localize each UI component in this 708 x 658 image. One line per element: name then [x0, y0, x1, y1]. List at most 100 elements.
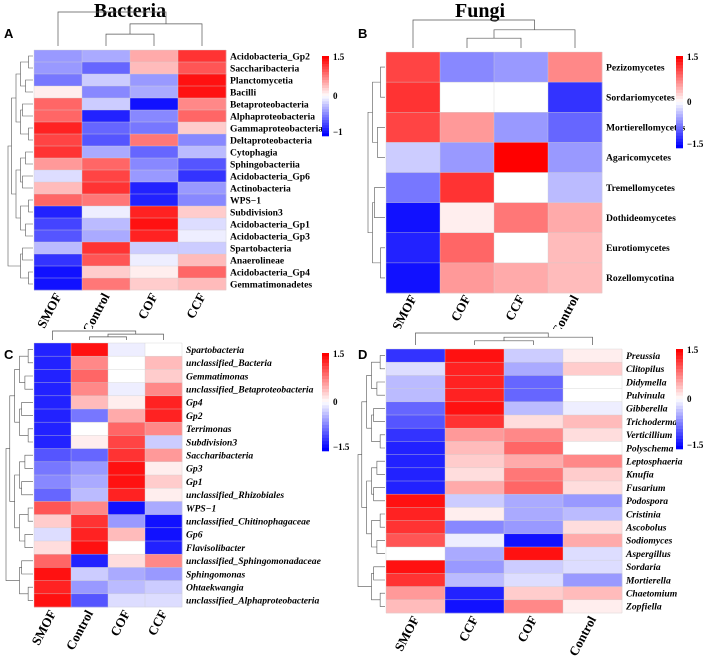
heatmap-cell — [386, 481, 446, 495]
heatmap-cell — [386, 533, 446, 548]
heatmap-cell — [445, 547, 505, 561]
heatmap-cell — [145, 554, 183, 568]
heatmap-cell — [34, 356, 72, 370]
heatmap-cell — [34, 50, 83, 63]
row-label: Ascobolus — [625, 523, 667, 534]
heatmap-cell — [130, 74, 179, 87]
heatmap-cell — [34, 146, 83, 159]
heatmap-cell — [386, 401, 446, 416]
heatmap-cell — [504, 454, 564, 469]
row-label: Saccharibacteria — [230, 63, 299, 74]
column-label: COF — [448, 292, 474, 323]
heatmap-cell — [504, 428, 564, 442]
heatmap-cell — [108, 488, 146, 502]
heatmap-cell — [130, 86, 179, 99]
heatmap-cell — [178, 266, 227, 279]
column-label: CCF — [183, 290, 209, 321]
row-label: Gp6 — [186, 530, 203, 541]
color-scale: 1.5 0 −1.5 — [676, 52, 704, 149]
row-label: Deltaproteobacteria — [230, 135, 312, 146]
heatmap-cell — [504, 415, 564, 429]
heatmap-cell — [563, 494, 623, 508]
heatmap-cell — [548, 172, 603, 203]
panel-c-bacteria-genera: C Spartobacteria unclassified_Bacteria Gem… — [0, 329, 354, 658]
heatmap-cell — [82, 206, 131, 219]
heatmap-cell — [504, 547, 564, 561]
heatmap-cell — [130, 110, 179, 123]
row-label: Acidobacteria_Gp1 — [230, 219, 310, 230]
row-dendrogram — [7, 55, 33, 285]
heatmap-cells — [386, 349, 623, 614]
heatmap-cell — [548, 82, 603, 113]
heatmap-cell — [386, 441, 446, 455]
heatmap-cell — [386, 202, 441, 234]
heatmap-cell — [71, 593, 109, 608]
heatmap-cell — [108, 395, 146, 410]
heatmap-cell — [494, 262, 549, 294]
heatmap-cell — [34, 567, 72, 581]
column-dendrogram — [412, 19, 576, 48]
heatmap-cell — [445, 415, 505, 429]
row-label: Actinobacteria — [230, 183, 291, 194]
heatmap-cell — [108, 514, 146, 529]
heatmap-cell — [82, 98, 131, 111]
heatmap-cell — [71, 409, 109, 423]
heatmap-cell — [145, 580, 183, 595]
heatmap-cell — [34, 110, 83, 123]
row-label: unclassified_Sphingomonadaceae — [186, 556, 322, 567]
row-label: Cristinia — [626, 509, 661, 520]
heatmap-cell — [386, 375, 446, 389]
panel-a-bacteria-classes: A Bacteria Acidobacteria_Gp2 Saccharibact… — [0, 0, 354, 329]
heatmap-cell — [386, 560, 446, 574]
panel-letter: C — [4, 347, 14, 362]
heatmap-cell — [563, 388, 623, 403]
row-label: Leptosphaeria — [625, 457, 683, 468]
heatmap-cell — [130, 254, 179, 267]
heatmap-cell — [71, 395, 109, 410]
heatmap-cell — [108, 382, 146, 397]
heatmap-cell — [178, 74, 227, 87]
heatmap-cell — [386, 454, 446, 469]
heatmap-cell — [504, 441, 564, 455]
heatmap-cell — [130, 278, 179, 291]
heatmap-cell — [145, 409, 183, 423]
column-label: Control — [63, 607, 97, 652]
heatmap-cell — [440, 262, 495, 294]
heatmap-cell — [386, 82, 441, 113]
heatmap-cell — [130, 218, 179, 231]
heatmap-cell — [34, 554, 72, 568]
row-label: Rozellomycotina — [606, 273, 674, 284]
row-label: Gp3 — [186, 464, 203, 475]
heatmap-cell — [563, 481, 623, 495]
heatmap-cell — [386, 573, 446, 587]
row-label: Eurotiomycetes — [606, 243, 670, 254]
heatmap-cell — [563, 573, 623, 587]
heatmap-grid — [33, 49, 227, 291]
heatmap-cell — [548, 52, 603, 83]
heatmap-cell — [34, 541, 72, 555]
column-label: SMOF — [389, 292, 420, 329]
row-label: Gp1 — [186, 477, 203, 488]
heatmap-cell — [130, 170, 179, 183]
heatmap-cell — [440, 52, 495, 83]
heatmap-cell — [386, 349, 446, 363]
heatmap-cell — [563, 560, 623, 574]
heatmap-cell — [178, 230, 227, 243]
heatmap-cell — [82, 110, 131, 123]
heatmap-cell — [34, 182, 83, 195]
heatmap-cell — [71, 461, 109, 476]
row-label: unclassified_Chitinophagaceae — [186, 517, 311, 528]
heatmap-cell — [34, 86, 83, 99]
heatmap-cell — [445, 599, 505, 614]
heatmap-cell — [386, 547, 446, 561]
heatmap-cell — [34, 278, 83, 291]
heatmap-cell — [145, 514, 183, 529]
heatmap-cell — [34, 122, 83, 135]
heatmap-cell — [445, 349, 505, 363]
heatmap-cell — [34, 501, 72, 515]
heatmap-cell — [504, 467, 564, 482]
panel-letter: D — [358, 347, 368, 362]
heatmap-cell — [178, 218, 227, 231]
row-label: Cytophagia — [230, 147, 278, 158]
row-label: Sphingomonas — [186, 569, 245, 580]
